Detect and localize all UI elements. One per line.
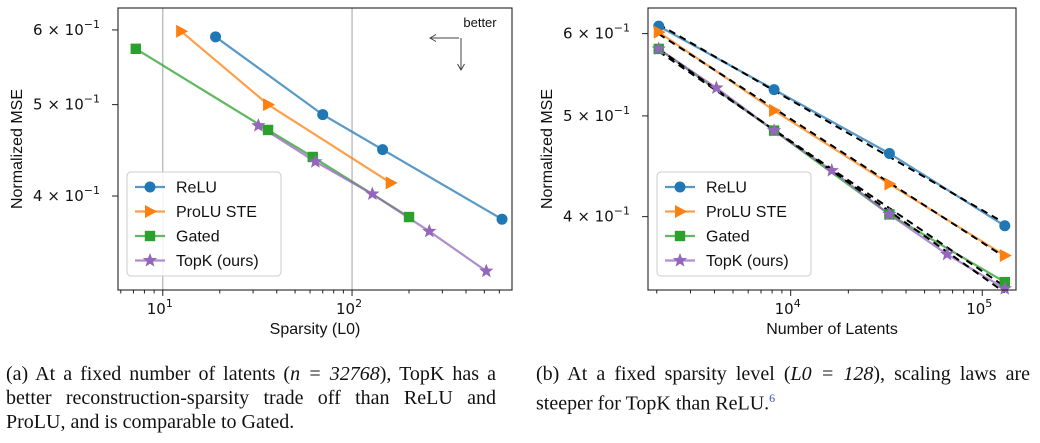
caption-a-suffix: ), TopK has a better reconstruction-spar… — [6, 363, 497, 433]
x-tick-label: 104 — [775, 297, 801, 318]
fit-line — [658, 33, 1006, 258]
arrow-down-icon — [457, 63, 465, 71]
y-tick-label: 5 × 10−1 — [33, 93, 100, 114]
data-point — [176, 24, 189, 38]
legend-marker — [674, 230, 686, 242]
legend-label: ProLU STE — [176, 204, 257, 221]
caption-b-suffix: ), scaling laws are steeper for TopK tha… — [536, 363, 1030, 415]
data-point — [824, 163, 839, 177]
x-tick-label: 105 — [966, 297, 992, 318]
axes-frame — [647, 7, 1017, 291]
legend-label: Gated — [706, 229, 750, 246]
series-line-relu — [214, 35, 503, 221]
y-tick-label: 6 × 10−1 — [563, 22, 630, 43]
series-line-prolu-ste — [180, 30, 392, 184]
data-point — [377, 144, 389, 156]
legend-marker — [675, 205, 687, 218]
legend-label: TopK (ours) — [176, 253, 259, 270]
data-point — [884, 177, 897, 191]
caption-b-footnote: 6 — [769, 391, 776, 405]
legend-marker — [144, 230, 156, 242]
data-point — [768, 84, 780, 96]
legend-marker — [142, 253, 158, 267]
axes-frame — [117, 7, 513, 291]
caption-b-math: L0 = 128 — [790, 363, 874, 385]
data-point — [262, 124, 274, 136]
x-axis-label: Number of Latents — [766, 321, 898, 338]
y-tick-label: 4 × 10−1 — [563, 205, 630, 226]
data-point — [883, 148, 895, 160]
caption-a-prefix: (a) At a fixed number of latents ( — [6, 363, 291, 385]
y-tick-label: 6 × 10−1 — [33, 18, 100, 39]
data-point — [997, 281, 1012, 295]
data-point — [251, 118, 266, 132]
legend-marker — [145, 205, 157, 218]
legend: ReLU ProLU STE Gated TopK (ours) — [126, 171, 282, 277]
series-line-prolu-ste — [658, 31, 1006, 257]
chart-panel-a: 101 102 6 × 10−1 5 × 10−1 4 × 10−1 Sparsity (… — [9, 7, 513, 338]
x-tick-label: 101 — [147, 297, 173, 318]
y-axis-label: Normalized MSE — [9, 89, 26, 209]
annotation-better: better — [463, 15, 497, 30]
caption-b: (b) At a fixed sparsity level (L0 = 128)… — [536, 362, 1030, 416]
data-point — [479, 263, 494, 278]
legend-label: ReLU — [706, 180, 747, 197]
chart-panel-b: 104 105 6 × 10−1 5 × 10−1 4 × 10−1 Number of … — [539, 7, 1017, 338]
legend-box — [656, 171, 812, 277]
legend-marker — [674, 181, 686, 193]
legend-label: ReLU — [176, 180, 217, 197]
caption-b-prefix: (b) At a fixed sparsity level ( — [536, 363, 791, 385]
data-point — [709, 80, 724, 94]
data-point — [653, 25, 666, 39]
data-point — [130, 43, 141, 54]
fit-line — [658, 23, 1006, 225]
data-point — [385, 176, 398, 190]
legend-marker — [672, 253, 688, 267]
caption-a: (a) At a fixed number of latents (n = 32… — [6, 362, 496, 434]
y-axis-label: Normalized MSE — [539, 89, 556, 209]
data-point — [308, 154, 323, 168]
data-point — [317, 109, 329, 121]
caption-a-math: n = 32768 — [290, 363, 380, 385]
data-point — [496, 213, 508, 225]
y-tick-label: 4 × 10−1 — [33, 184, 100, 205]
series-line-topk-ours- — [257, 124, 487, 273]
legend-box — [126, 171, 282, 277]
data-point — [263, 98, 276, 112]
data-point — [365, 186, 380, 201]
legend-marker — [144, 181, 156, 193]
data-point — [403, 211, 415, 223]
data-point — [999, 249, 1012, 263]
data-point — [999, 220, 1011, 232]
data-point — [766, 123, 782, 137]
arrow-left-icon — [429, 34, 437, 42]
data-point — [882, 206, 897, 221]
data-point — [422, 223, 437, 238]
y-tick-label: 5 × 10−1 — [563, 104, 630, 125]
x-tick-label: 102 — [336, 297, 362, 318]
data-point — [307, 151, 318, 163]
legend-label: ProLU STE — [706, 204, 787, 221]
data-point — [210, 31, 222, 43]
data-point — [939, 246, 955, 261]
data-point — [651, 41, 666, 55]
data-point — [769, 104, 782, 118]
legend-label: Gated — [176, 229, 220, 246]
legend: ReLU ProLU STE Gated TopK (ours) — [656, 171, 812, 277]
legend-label: TopK (ours) — [706, 253, 789, 270]
x-axis-label: Sparsity (L0) — [270, 321, 361, 338]
